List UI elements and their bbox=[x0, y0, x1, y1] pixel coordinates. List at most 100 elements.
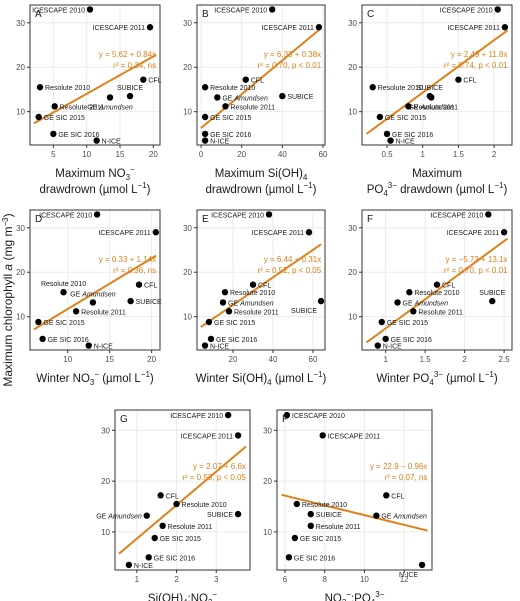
x-tick-label: 60 bbox=[319, 150, 328, 159]
shared-y-axis-label: Maximum chlorophyll a (mg m−3) bbox=[1, 213, 15, 386]
point-label: N-ICE bbox=[94, 344, 113, 351]
data-point bbox=[140, 76, 147, 83]
fit-annotation: y = 2.49 + 11.8x bbox=[451, 50, 508, 59]
y-tick-label: 10 bbox=[183, 313, 192, 322]
data-point bbox=[201, 342, 209, 349]
point-label: ICESCAPE 2011 bbox=[252, 230, 305, 237]
data-point bbox=[485, 211, 492, 218]
x-axis-label: Maximum bbox=[412, 168, 462, 180]
plot-frame bbox=[196, 209, 326, 351]
y-tick-label: 20 bbox=[16, 63, 25, 72]
plot-frame bbox=[29, 4, 161, 146]
x-axis-label: drawdrown (µmol L−1) bbox=[40, 181, 151, 196]
y-tick-label: 20 bbox=[348, 268, 357, 277]
x-tick-label: 2 bbox=[492, 150, 497, 159]
plot-frame bbox=[276, 409, 433, 571]
data-point bbox=[285, 554, 293, 561]
x-axis-label: drawdrown (µmol L−1) bbox=[206, 181, 317, 196]
data-point bbox=[494, 6, 501, 13]
point-label: GE SIC 2016 bbox=[392, 132, 433, 139]
panel-letter: E bbox=[202, 214, 209, 225]
data-point bbox=[201, 84, 209, 91]
fit-annotation: y = 5.62 + 0.84x bbox=[99, 50, 156, 59]
point-label: GE SIC 2015 bbox=[387, 320, 428, 327]
point-label: ICESCAPE 2010 bbox=[32, 7, 85, 14]
panel-f-7: ICESCAPE 2010 ICESCAPE 2011 CFL Resolute 20… bbox=[263, 409, 433, 601]
fit-annotation: r² = 0.36, ns bbox=[113, 266, 156, 275]
point-label: N-ICE bbox=[210, 139, 229, 146]
plot-background bbox=[277, 410, 432, 570]
point-label: GE Amundsen bbox=[70, 291, 116, 298]
point-label: GE Amundsen bbox=[87, 104, 133, 111]
point-label: GE SIC 2015 bbox=[385, 115, 426, 122]
data-point bbox=[205, 318, 213, 326]
fit-annotation: r² = 0.52, p < 0.05 bbox=[258, 266, 322, 275]
point-label: GE SIC 2016 bbox=[294, 555, 335, 562]
point-label: Resolute 2010 bbox=[45, 85, 90, 92]
data-point bbox=[60, 289, 67, 296]
point-label: N-ICE bbox=[383, 344, 402, 351]
point-label: ICESCAPE 2010 bbox=[430, 212, 483, 219]
x-tick-label: 2 bbox=[174, 575, 179, 584]
data-point bbox=[72, 308, 80, 315]
data-point bbox=[394, 299, 401, 306]
data-point bbox=[373, 512, 380, 519]
x-tick-label: 10 bbox=[63, 355, 72, 364]
x-tick-label: 40 bbox=[269, 355, 278, 364]
y-tick-label: 20 bbox=[16, 268, 25, 277]
point-label: Resolute 2010 bbox=[302, 502, 347, 509]
data-point bbox=[157, 492, 164, 499]
y-tick-label: 10 bbox=[348, 108, 357, 117]
y-tick-label: 20 bbox=[263, 477, 272, 486]
data-point bbox=[35, 113, 42, 121]
data-point bbox=[405, 103, 412, 110]
point-label: Resolute 2011 bbox=[230, 104, 275, 111]
plot-background bbox=[115, 410, 250, 570]
data-point bbox=[51, 103, 58, 110]
point-label: GE SIC 2015 bbox=[44, 115, 85, 122]
x-axis-label: NO3−:PO43− bbox=[325, 590, 385, 601]
data-point bbox=[279, 92, 286, 100]
fit-annotation: y = 0.33 + 1.14x bbox=[99, 255, 156, 264]
x-tick-label: 1 bbox=[420, 150, 425, 159]
data-point bbox=[500, 229, 508, 236]
point-label: GE Amundsen bbox=[96, 514, 142, 521]
point-label: Resolute 2011 bbox=[168, 524, 213, 531]
point-label: GE SIC 2016 bbox=[391, 337, 432, 344]
x-tick-label: 15 bbox=[116, 150, 125, 159]
plot-frame bbox=[361, 4, 513, 146]
point-label: ICESCAPE 2010 bbox=[292, 413, 345, 420]
data-point bbox=[222, 103, 229, 110]
x-axis-label: Si(OH)4:NO3− bbox=[148, 590, 218, 601]
data-point bbox=[93, 137, 100, 144]
point-label: ICESCAPE 2011 bbox=[447, 25, 500, 32]
x-tick-label: 15 bbox=[105, 355, 114, 364]
y-tick-label: 10 bbox=[183, 108, 192, 117]
data-point bbox=[106, 94, 114, 101]
x-tick-label: 6 bbox=[283, 575, 288, 584]
fit-annotation: r² = 0.74, p < 0.01 bbox=[444, 61, 508, 70]
data-point bbox=[159, 522, 166, 530]
y-tick-label: 20 bbox=[348, 63, 357, 72]
point-label: SUBICE bbox=[287, 94, 313, 101]
data-point bbox=[36, 84, 44, 91]
x-tick-label: 2.5 bbox=[499, 355, 511, 364]
point-label: GE SIC 2016 bbox=[58, 132, 99, 139]
data-point bbox=[307, 522, 314, 530]
fit-annotation: r² = 0.53, p < 0.05 bbox=[182, 473, 246, 482]
data-point bbox=[374, 342, 381, 349]
y-tick-label: 20 bbox=[183, 268, 192, 277]
regression-line bbox=[118, 445, 247, 555]
point-label: SUBICE bbox=[316, 512, 342, 519]
y-tick-label: 10 bbox=[16, 108, 25, 117]
panel-letter: D bbox=[35, 214, 42, 225]
y-tick-label: 10 bbox=[263, 528, 272, 537]
fit-annotation: r² = 0.70, p < 0.01 bbox=[258, 61, 322, 70]
data-point bbox=[387, 137, 394, 144]
y-tick-label: 30 bbox=[183, 19, 192, 28]
plot-frame bbox=[29, 209, 161, 351]
data-point bbox=[268, 6, 276, 13]
x-tick-label: 20 bbox=[237, 150, 246, 159]
